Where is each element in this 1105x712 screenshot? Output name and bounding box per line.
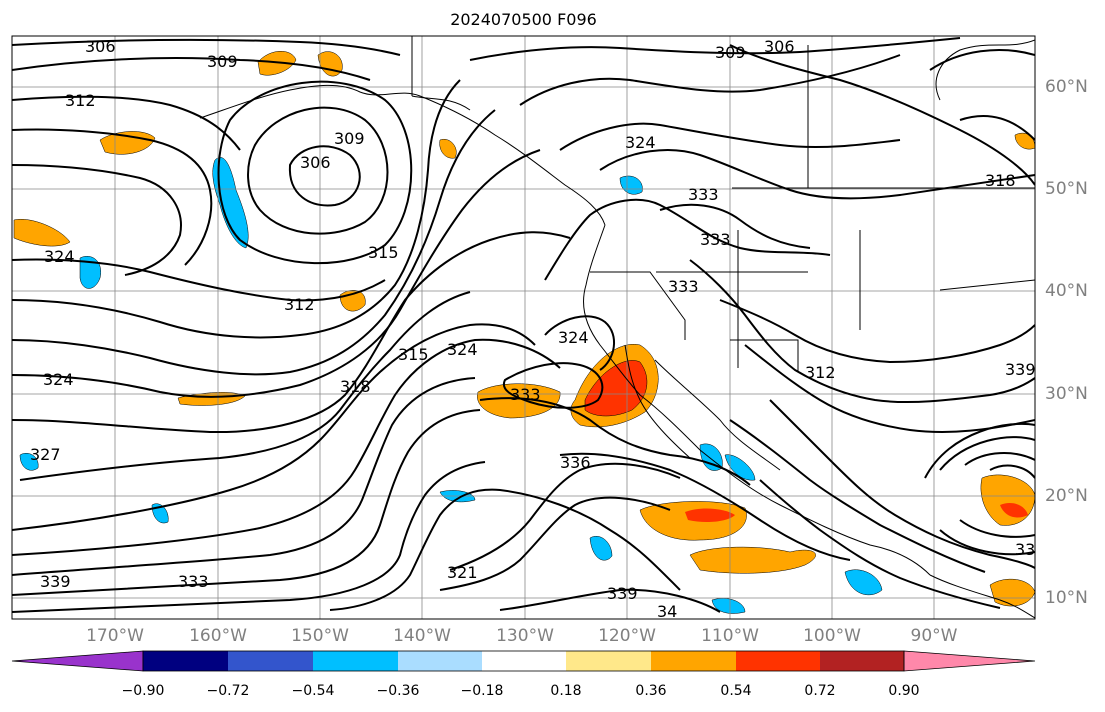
colorbar-segment xyxy=(228,651,313,671)
colorbar-frame xyxy=(142,650,905,672)
anomaly-patch xyxy=(257,51,297,76)
contour-label: 339 xyxy=(607,584,638,603)
colorbar-segment xyxy=(482,651,566,671)
colorbar-tick-label: −0.18 xyxy=(460,683,504,699)
anomaly-patch xyxy=(589,536,613,561)
map-background xyxy=(12,36,1035,619)
contour-label: 309 xyxy=(334,129,365,148)
colorbar-extend-high xyxy=(903,650,1036,672)
colorbar-tick-label: −0.36 xyxy=(376,683,420,699)
longitude-label: 140°W xyxy=(393,626,451,646)
contour-label: 333 xyxy=(178,572,209,591)
anomaly-patch xyxy=(1000,503,1028,518)
contour-label: 312 xyxy=(284,295,315,314)
map-area: 306 309 309 306 312 309 306 324 333 333 … xyxy=(12,36,1036,621)
colorbar xyxy=(11,650,1036,672)
latitude-label: 20°N xyxy=(1045,486,1088,506)
longitude-label: 110°W xyxy=(701,626,759,646)
longitude-label: 170°W xyxy=(86,626,144,646)
colorbar-tick-label: 0.54 xyxy=(720,683,752,699)
anomaly-patch xyxy=(1014,132,1035,150)
contour-label: 324 xyxy=(447,340,478,359)
colorbar-tick-label: 0.72 xyxy=(804,683,836,699)
latitude-label: 60°N xyxy=(1045,77,1088,97)
latitude-label: 40°N xyxy=(1045,281,1088,301)
anomaly-patch xyxy=(99,131,156,155)
colorbar-extend-low xyxy=(11,650,144,672)
coastlines xyxy=(199,36,1035,619)
colorbar-segment xyxy=(651,651,736,671)
colorbar-segment xyxy=(566,651,651,671)
latitude-label: 10°N xyxy=(1045,588,1088,608)
anomaly-patch xyxy=(439,138,457,159)
colorbar-tick-label: 0.18 xyxy=(550,683,582,699)
contour-label: 306 xyxy=(300,153,331,172)
anomaly-patch xyxy=(13,218,71,247)
contour-label: 315 xyxy=(398,345,429,364)
contour-label: 312 xyxy=(805,363,836,382)
latitude-label: 50°N xyxy=(1045,179,1088,199)
colorbar-tick-label: 0.36 xyxy=(635,683,667,699)
contour-label-group: 306 309 309 306 312 309 306 324 333 333 … xyxy=(30,37,1036,621)
longitude-label: 160°W xyxy=(189,626,247,646)
anomaly-patch xyxy=(711,598,746,614)
anomaly-patch xyxy=(844,569,883,596)
contour-label: 333 xyxy=(668,277,699,296)
contour-label: 339 xyxy=(1005,360,1036,379)
contour-label: 309 xyxy=(207,52,238,71)
anomaly-patch xyxy=(689,546,816,574)
colorbar-segment xyxy=(736,651,820,671)
contour-label: 315 xyxy=(368,243,399,262)
contour-label: 306 xyxy=(764,37,795,56)
anomaly-patch xyxy=(619,175,643,195)
contour-label: 324 xyxy=(44,247,75,266)
colorbar-segment xyxy=(398,651,482,671)
contour-label: 324 xyxy=(43,370,74,389)
contour-label: 33 xyxy=(1015,540,1035,559)
contour-label: 333 xyxy=(688,185,719,204)
anomaly-patch xyxy=(212,157,249,249)
colorbar-tick-label: −0.72 xyxy=(206,683,250,699)
map-title: 2024070500 F096 xyxy=(450,10,597,29)
longitude-label: 90°W xyxy=(910,626,958,646)
shaded-anomaly-fields xyxy=(13,51,1035,614)
longitude-label: 150°W xyxy=(291,626,349,646)
colorbar-segment xyxy=(313,651,398,671)
map-frame xyxy=(11,35,1036,620)
contour-label: 333 xyxy=(510,385,541,404)
contour-label: 339 xyxy=(40,572,71,591)
anomaly-patch xyxy=(19,452,39,471)
height-contours xyxy=(12,37,1035,613)
colorbar-tick-label: −0.54 xyxy=(291,683,335,699)
contour-label: 312 xyxy=(65,91,96,110)
contour-label: 321 xyxy=(447,563,478,582)
anomaly-patch xyxy=(685,508,735,523)
colorbar-tick-label: 0.90 xyxy=(888,683,920,699)
contour-label: 333 xyxy=(700,230,731,249)
longitude-label: 100°W xyxy=(803,626,861,646)
longitude-label: 130°W xyxy=(496,626,554,646)
contour-label: 34 xyxy=(657,602,677,621)
colorbar-segment xyxy=(820,651,904,671)
anomaly-patch xyxy=(79,256,102,289)
colorbar-segment xyxy=(143,651,228,671)
contour-label: 318 xyxy=(340,377,371,396)
contour-label: 324 xyxy=(558,328,589,347)
colorbar-tick-label: −0.90 xyxy=(121,683,165,699)
contour-label: 327 xyxy=(30,445,61,464)
contour-label: 336 xyxy=(560,453,591,472)
contour-label: 309 xyxy=(715,43,746,62)
graticule xyxy=(12,36,1035,619)
contour-label: 306 xyxy=(85,37,116,56)
latitude-label: 30°N xyxy=(1045,384,1088,404)
contour-label: 324 xyxy=(625,133,656,152)
contour-label: 318 xyxy=(985,171,1016,190)
longitude-label: 120°W xyxy=(598,626,656,646)
anomaly-patch xyxy=(584,360,648,417)
